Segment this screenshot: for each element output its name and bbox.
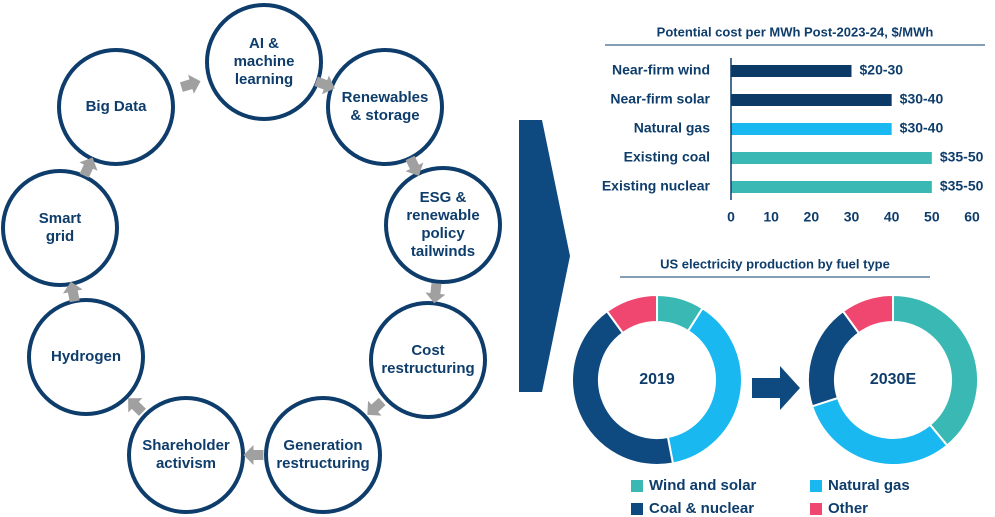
x-tick-label: 20 [804, 209, 820, 225]
cycle-node [384, 166, 502, 284]
cycle-arrow [179, 74, 201, 94]
cycle-arrow [425, 283, 446, 304]
category-label: Near-firm wind [612, 62, 710, 78]
category-label: Natural gas [634, 120, 710, 136]
value-label: $35-50 [940, 149, 984, 165]
donut-segment [807, 309, 861, 408]
cycle-node [264, 396, 382, 514]
legend-swatch [631, 503, 643, 515]
legend-label: Other [828, 500, 868, 517]
x-tick-label: 60 [964, 209, 980, 225]
transition-arrow [752, 366, 800, 410]
cycle-node [27, 298, 145, 416]
donut-segment [666, 306, 743, 465]
legend-swatch [631, 480, 643, 492]
legend-label: Wind and solar [649, 477, 757, 494]
node-label: AI & [249, 35, 279, 52]
node-label: Shareholder [142, 437, 230, 454]
node-label: Hydrogen [51, 348, 121, 365]
cycle-arrow [367, 397, 386, 416]
donut-segment [571, 309, 675, 466]
cycle-node [127, 396, 245, 514]
node-label: restructuring [381, 360, 474, 377]
value-label: $35-50 [940, 178, 984, 194]
cycle-arrow [79, 157, 98, 178]
x-tick-label: 0 [727, 209, 735, 225]
x-tick-label: 40 [884, 209, 900, 225]
x-tick-label: 30 [844, 209, 860, 225]
node-label: tailwinds [411, 243, 475, 260]
cycle-node [326, 48, 444, 166]
donut-center-label: 2030E [870, 371, 917, 388]
bar [731, 65, 852, 77]
node-label: & storage [350, 107, 419, 124]
category-label: Existing nuclear [602, 178, 711, 194]
cycle-node [57, 48, 175, 166]
x-tick-label: 50 [924, 209, 940, 225]
category-label: Existing coal [624, 149, 710, 165]
node-label: learning [235, 71, 293, 88]
bar [731, 152, 932, 164]
node-label: Big Data [86, 98, 148, 115]
cycle-arrow [314, 75, 335, 95]
node-label: machine [234, 53, 295, 70]
donut-segment [892, 293, 979, 447]
cycle-arrow [243, 445, 264, 465]
donut-center-label: 2019 [639, 371, 675, 388]
node-label: Cost [411, 342, 444, 359]
legend-label: Natural gas [828, 477, 910, 494]
donut-segment [841, 293, 894, 335]
donut-segment [605, 293, 658, 335]
donut-segment [810, 396, 949, 466]
node-label: grid [46, 228, 74, 245]
node-label: restructuring [276, 455, 369, 472]
legend-swatch [810, 503, 822, 515]
value-label: $30-40 [900, 120, 944, 136]
legend-label: Coal & nuclear [649, 500, 754, 517]
node-label: renewable [406, 207, 479, 224]
value-label: $20-30 [860, 62, 904, 78]
cycle-arrow [128, 398, 146, 416]
node-label: Renewables [342, 89, 429, 106]
node-label: ESG & [420, 189, 467, 206]
legend-swatch [810, 480, 822, 492]
node-label: Smart [39, 210, 82, 227]
bar [731, 94, 892, 106]
node-label: activism [156, 455, 216, 472]
bar [731, 181, 932, 193]
cycle-arrow [405, 155, 424, 176]
cycle-node [205, 3, 323, 121]
value-label: $30-40 [900, 91, 944, 107]
cycle-node [369, 301, 487, 419]
cycle-arrow [62, 281, 83, 303]
chart-title: Potential cost per MWh Post-2023-24, $/M… [657, 24, 934, 39]
category-label: Near-firm solar [610, 91, 710, 107]
node-label: policy [421, 225, 465, 242]
node-label: Generation [283, 437, 362, 454]
bar [731, 123, 892, 135]
chart-title: US electricity production by fuel type [660, 256, 890, 271]
big-chevron [519, 120, 570, 392]
x-tick-label: 10 [763, 209, 779, 225]
cycle-node [1, 169, 119, 287]
